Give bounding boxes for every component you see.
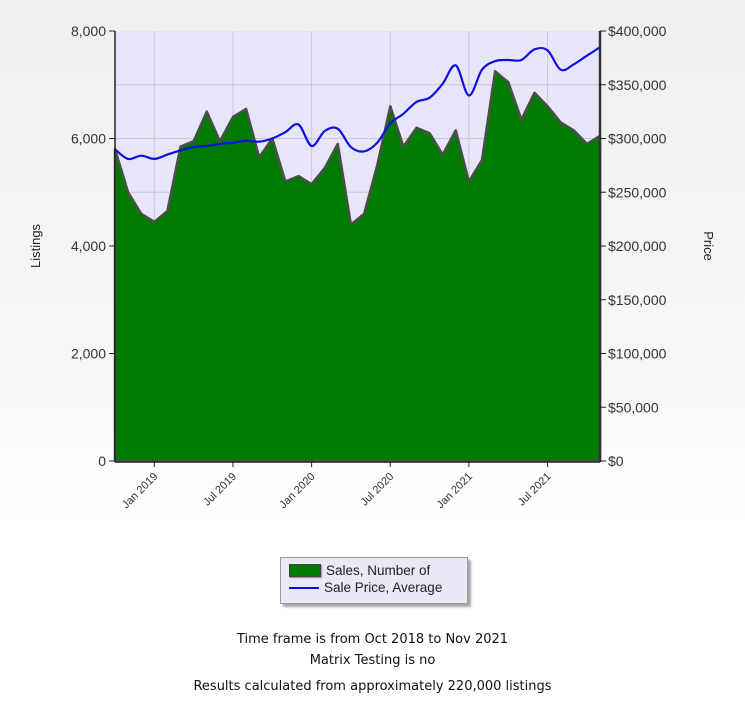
svg-text:Jan 2021: Jan 2021 — [435, 471, 475, 511]
timeframe-text: Time frame is from Oct 2018 to Nov 2021 — [236, 632, 509, 647]
svg-text:$200,000: $200,000 — [608, 238, 667, 254]
svg-text:8,000: 8,000 — [71, 23, 106, 39]
y2-axis-title: Price — [701, 231, 716, 261]
price-line — [114, 46, 601, 161]
y-axis-left-ticks: 0 2,000 4,000 6,000 8,000 — [71, 23, 115, 469]
matrix-testing-text: Matrix Testing is no — [309, 653, 436, 668]
legend-label-sales: Sales, Number of — [326, 563, 431, 578]
svg-text:2,000: 2,000 — [71, 346, 106, 362]
x-axis-ticks: Jan 2019 Jul 2019 Jan 2020 Jul 2020 Jan 2021… — [120, 461, 554, 511]
svg-text:0: 0 — [98, 453, 106, 469]
svg-text:Jul 2020: Jul 2020 — [358, 471, 396, 509]
svg-text:Jan 2019: Jan 2019 — [120, 471, 160, 511]
y-axis-title: Listings — [28, 223, 43, 268]
svg-text:4,000: 4,000 — [71, 238, 106, 254]
green-area-swatch-icon — [289, 564, 321, 577]
svg-text:Jul 2019: Jul 2019 — [201, 471, 239, 509]
svg-text:$300,000: $300,000 — [608, 131, 667, 147]
svg-text:$350,000: $350,000 — [608, 77, 667, 93]
legend-item-sales: Sales, Number of — [289, 562, 430, 579]
svg-text:$150,000: $150,000 — [608, 292, 667, 308]
svg-text:$50,000: $50,000 — [608, 399, 659, 415]
legend-label-price: Sale Price, Average — [324, 580, 443, 595]
svg-text:Jul 2021: Jul 2021 — [516, 471, 554, 509]
y-axis-right-ticks: $0 $50,000 $100,000 $150,000 $200,000 $250,00… — [600, 23, 667, 469]
blue-line-swatch-icon — [289, 586, 319, 589]
svg-text:$0: $0 — [608, 453, 624, 469]
svg-text:6,000: 6,000 — [71, 131, 106, 147]
svg-text:$400,000: $400,000 — [608, 23, 667, 39]
chart-legend: Sales, Number of Sale Price, Average — [280, 557, 468, 604]
legend-item-price: Sale Price, Average — [289, 579, 442, 596]
svg-text:$100,000: $100,000 — [608, 346, 667, 362]
svg-text:$250,000: $250,000 — [608, 184, 667, 200]
results-count-text: Results calculated from approximately 22… — [193, 679, 552, 694]
sales-area — [113, 70, 602, 463]
svg-text:Jan 2020: Jan 2020 — [277, 471, 317, 511]
